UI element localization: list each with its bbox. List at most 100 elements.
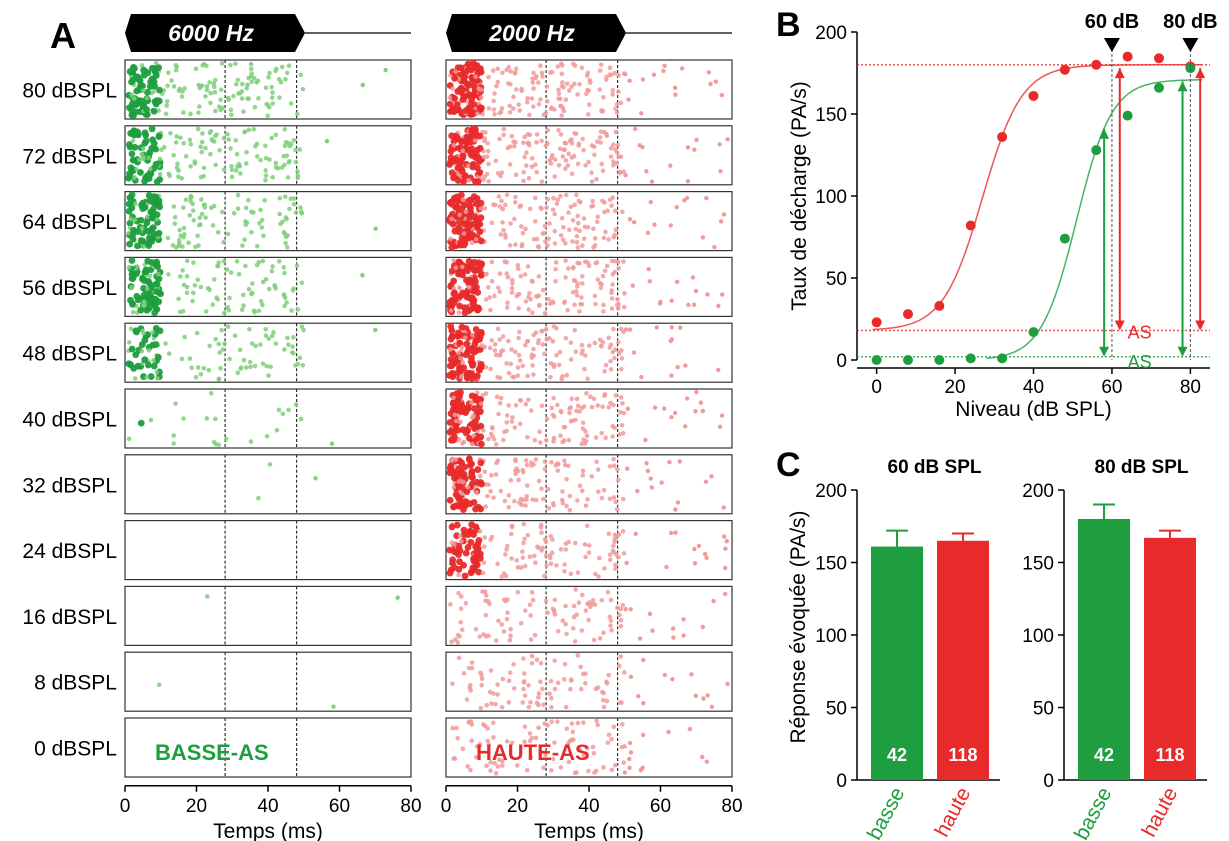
- spike-dot: [564, 503, 569, 509]
- spike-dot: [465, 456, 473, 463]
- spike-dot: [128, 130, 136, 138]
- spike-dot: [492, 342, 498, 347]
- spike-dot: [576, 600, 582, 605]
- spike-dot: [621, 304, 627, 310]
- spike-dot: [525, 95, 530, 101]
- spike-dot: [193, 244, 198, 250]
- spike-dot: [499, 198, 504, 204]
- spike-dot: [540, 287, 546, 293]
- spike-dot: [550, 606, 556, 612]
- spike-dot: [129, 76, 137, 84]
- spike-dot: [134, 242, 141, 250]
- spike-dot: [504, 67, 509, 73]
- raster-box: [124, 256, 412, 317]
- spike-dot: [291, 196, 297, 201]
- spike-dot: [612, 232, 618, 238]
- spike-dot: [672, 85, 678, 91]
- spike-dot: [243, 219, 248, 224]
- category-label: basse: [863, 784, 910, 841]
- spike-dot: [468, 688, 474, 693]
- spike-dot: [585, 70, 591, 76]
- spike-dot: [466, 276, 474, 284]
- spike-dot: [373, 327, 378, 333]
- spike-dot: [254, 80, 259, 85]
- spike-dot: [448, 602, 453, 607]
- spike-dot: [129, 284, 134, 290]
- spike-dot: [538, 63, 543, 69]
- spike-dot: [527, 602, 533, 608]
- spike-dot: [138, 341, 146, 349]
- group-label: BASSE-AS: [155, 740, 269, 765]
- spike-dot: [506, 370, 512, 376]
- spike-dot: [577, 81, 582, 87]
- spike-dot: [458, 355, 463, 361]
- spike-dot: [692, 546, 697, 552]
- spike-dot: [237, 347, 243, 353]
- spike-dot: [480, 392, 486, 398]
- spike-dot: [543, 326, 549, 332]
- spike-dot: [616, 477, 621, 483]
- spike-dot: [698, 400, 704, 405]
- spike-dot: [551, 195, 556, 201]
- spike-dot: [200, 131, 205, 136]
- spike-dot: [586, 617, 591, 623]
- spike-dot: [208, 91, 214, 96]
- spike-dot: [456, 436, 462, 442]
- spike-dot: [611, 163, 616, 168]
- spike-dot: [540, 545, 546, 551]
- spike-dot: [510, 374, 515, 380]
- spike-dot: [609, 767, 615, 773]
- spike-dot: [203, 145, 208, 151]
- spike-dot: [465, 163, 471, 169]
- spike-dot: [580, 136, 585, 142]
- spike-dot: [544, 437, 549, 443]
- spike-dot: [472, 138, 478, 143]
- spike-dot: [667, 459, 672, 465]
- spike-dot: [652, 222, 657, 227]
- spike-dot: [457, 292, 464, 300]
- spike-dot: [251, 75, 257, 81]
- spike-dot: [165, 83, 170, 89]
- spike-dot: [228, 146, 233, 151]
- spike-dot: [559, 497, 565, 503]
- spike-dot: [313, 476, 318, 481]
- spike-dot: [144, 95, 150, 101]
- spike-dot: [502, 498, 508, 504]
- spike-dot: [542, 310, 548, 316]
- spike-dot: [507, 110, 513, 115]
- spike-dot: [608, 358, 613, 364]
- spike-dot: [282, 143, 288, 149]
- spike-dot: [179, 176, 185, 181]
- spike-dot: [513, 471, 518, 477]
- spike-dot: [152, 100, 160, 108]
- spike-dot: [563, 241, 568, 246]
- spike-dot: [608, 342, 614, 348]
- spike-dot: [479, 682, 484, 688]
- spike-dot: [484, 702, 489, 708]
- spike-dot: [448, 308, 454, 313]
- spike-dot: [556, 127, 561, 133]
- spike-dot: [229, 167, 235, 173]
- spike-dot: [539, 70, 545, 76]
- spike-dot: [718, 169, 723, 174]
- spike-dot: [561, 225, 566, 230]
- spike-dot: [148, 234, 156, 242]
- spike-dot: [171, 204, 177, 209]
- spike-dot: [505, 300, 510, 306]
- spike-dot: [662, 63, 667, 69]
- x-axis-label: Niveau (dB SPL): [955, 398, 1111, 421]
- spike-dot: [263, 143, 268, 149]
- spike-dot: [568, 678, 574, 683]
- spike-dot: [544, 416, 550, 422]
- spike-dot: [266, 74, 271, 80]
- spike-dot: [460, 479, 466, 485]
- spike-dot: [521, 521, 527, 527]
- spike-dot: [506, 338, 511, 344]
- spike-dot: [243, 222, 249, 228]
- arrow-head: [1195, 68, 1206, 79]
- spike-dot: [457, 238, 465, 246]
- spike-dot: [594, 459, 599, 465]
- spike-dot: [176, 168, 181, 173]
- spike-dot: [470, 499, 478, 506]
